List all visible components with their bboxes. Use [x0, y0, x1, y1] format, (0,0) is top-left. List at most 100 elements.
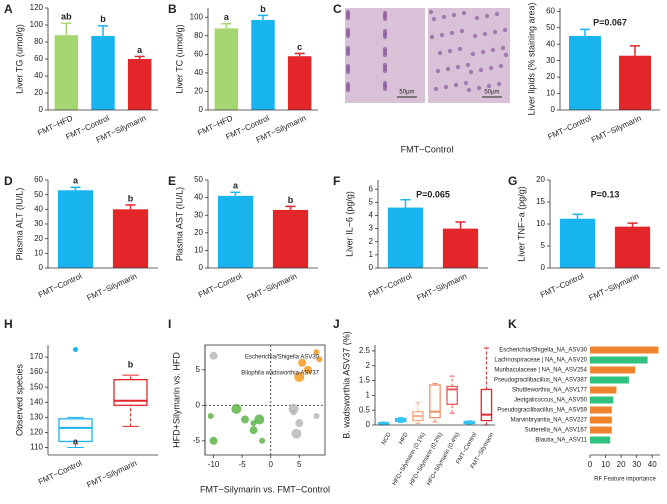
x-axis-label: FMT−Silymarin vs. FMT−Control — [200, 484, 330, 494]
cell-nucleus — [431, 16, 437, 22]
point — [207, 412, 214, 419]
cell-nucleus — [428, 9, 434, 15]
image-caption: FMT−Control — [401, 144, 454, 154]
cell-nucleus — [451, 12, 457, 18]
x-tick-label: FMT−Control — [367, 271, 414, 299]
y-tick-label: 140 — [30, 397, 44, 406]
plot-frame — [204, 344, 326, 456]
annotation: Escherichia/Shigella ASV30 — [245, 355, 320, 361]
y-tick-label: 10 — [546, 89, 555, 98]
bar — [214, 28, 239, 110]
cell-nucleus — [345, 15, 351, 21]
bar — [287, 56, 312, 110]
point — [294, 371, 305, 382]
p-value: P=0.065 — [416, 189, 450, 199]
cell-nucleus — [474, 15, 480, 21]
y-tick-label: 40 — [34, 204, 43, 213]
y-tick-label: 20 — [194, 228, 203, 237]
cell-nucleus — [490, 47, 496, 53]
y-tick-label: 100 — [190, 12, 204, 21]
cell-nucleus — [459, 28, 465, 34]
significance-letter: a — [233, 181, 239, 191]
y-tick-label: 0 — [196, 400, 201, 409]
cell-nucleus — [482, 31, 488, 37]
bar — [590, 426, 612, 434]
cell-nucleus — [449, 30, 455, 36]
significance-letter: a — [73, 176, 79, 186]
panel-label: A — [4, 2, 13, 16]
y-tick-label: Marvinbryantia_NA_ASV227 — [511, 418, 588, 424]
bar — [614, 226, 651, 268]
y-tick-label: 80 — [194, 31, 203, 40]
cell-nucleus — [484, 13, 490, 19]
x-tick-label: 40 — [648, 460, 657, 469]
bar — [590, 346, 659, 354]
cell-nucleus — [486, 83, 492, 89]
panel-label: D — [4, 174, 13, 188]
x-tick-label: -5 — [239, 460, 247, 469]
cell-nucleus — [466, 87, 472, 93]
y-tick-label: Sutterella_NA_ASV167 — [525, 428, 588, 434]
bar — [590, 366, 636, 374]
y-tick-label: Pseudogracilibacillus_NA_ASV59 — [497, 408, 587, 414]
y-tick-label: 30 — [194, 210, 203, 219]
cell-nucleus — [447, 48, 453, 54]
cell-nucleus — [488, 65, 494, 71]
y-axis-label: Plasma ALT (IU/L) — [14, 188, 24, 261]
point — [231, 403, 242, 414]
y-tick-label: 0 — [366, 420, 371, 429]
cell-nucleus — [496, 81, 502, 87]
y-tick-label: 150 — [30, 382, 44, 391]
y-tick-label: Escherichia/Shigella_NA_ASV30 — [499, 348, 587, 354]
histology-image — [428, 8, 510, 103]
y-tick-label: 170 — [30, 352, 44, 361]
y-tick-label: 100 — [30, 20, 44, 29]
y-tick-label: Blautia_NA_ASV11 — [535, 438, 587, 444]
y-axis-label: Liver TC (umol/g) — [174, 24, 184, 93]
significance-letter: c — [297, 42, 302, 52]
point — [303, 365, 312, 374]
y-tick-label: 50 — [34, 190, 43, 199]
y-tick-label: 1 — [369, 250, 374, 259]
panel-label: I — [168, 317, 171, 331]
bar — [590, 396, 614, 404]
bar — [619, 55, 651, 110]
y-tick-label: 80 — [34, 37, 43, 46]
x-tick-label: FMT−Silymarin — [85, 459, 138, 490]
x-tick-label: FMT−Control — [37, 271, 84, 299]
y-tick-label: 20 — [546, 72, 555, 81]
y-axis-label: Liver IL−6 (pg/g) — [344, 191, 354, 257]
bar — [590, 376, 629, 384]
cell-nucleus — [455, 64, 461, 70]
cell-nucleus — [492, 29, 498, 35]
cell-nucleus — [498, 63, 504, 69]
cell-nucleus — [494, 11, 500, 17]
bar — [127, 59, 152, 110]
scale-label: 50μm — [484, 90, 499, 96]
significance-letter: ab — [61, 12, 72, 22]
x-axis-label: RF Feature importance — [594, 477, 656, 483]
cell-nucleus — [382, 68, 388, 74]
cell-nucleus — [445, 66, 451, 72]
y-tick-label: 20 — [194, 87, 203, 96]
cell-nucleus — [476, 85, 482, 91]
significance-letter: b — [288, 195, 294, 205]
y-tick-label: 10 — [536, 219, 545, 228]
x-tick-label: FMT−Control — [539, 271, 586, 299]
cell-nucleus — [345, 51, 351, 57]
y-tick-label: 20 — [536, 175, 545, 184]
box — [480, 388, 493, 422]
y-tick-label: 0 — [39, 105, 44, 114]
cell-nucleus — [345, 69, 351, 75]
box — [58, 418, 93, 443]
point — [316, 356, 323, 363]
y-tick-label: 10 — [34, 248, 43, 257]
y-axis-label: B. wadsworthia ASV37 (%) — [341, 331, 351, 439]
y-tick-label: 20 — [34, 88, 43, 97]
cell-nucleus — [382, 52, 388, 58]
bar — [569, 35, 601, 110]
cell-nucleus — [345, 87, 351, 93]
x-tick-label: HFD+Silymarin (0.1%) — [392, 432, 427, 487]
x-tick-label: FMT−Silymarin — [245, 272, 298, 303]
